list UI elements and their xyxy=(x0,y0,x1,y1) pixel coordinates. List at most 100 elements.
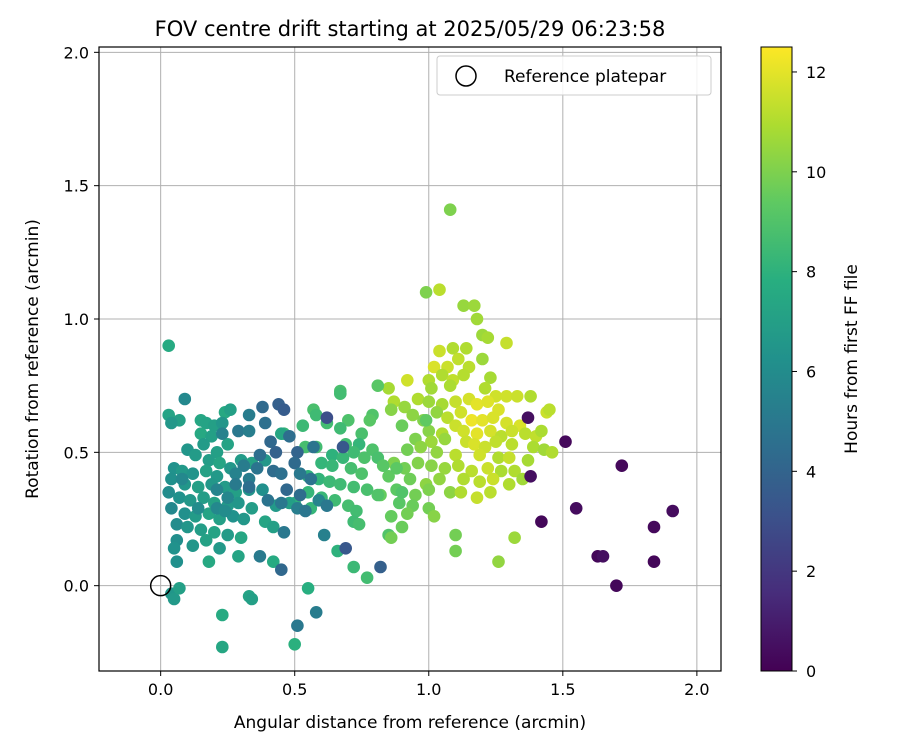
data-point xyxy=(199,534,213,547)
x-tick-label: 2.0 xyxy=(684,680,709,699)
data-point xyxy=(470,427,484,441)
data-point xyxy=(470,398,484,411)
data-point xyxy=(229,478,242,491)
legend-entry-reference: Reference platepar xyxy=(504,67,666,87)
data-point xyxy=(334,478,347,491)
data-point xyxy=(666,504,679,518)
data-point xyxy=(476,414,489,427)
data-point xyxy=(175,472,189,486)
data-point xyxy=(323,475,336,489)
data-point xyxy=(358,451,371,465)
data-point xyxy=(433,472,446,486)
reference-platepar-marker xyxy=(149,574,172,597)
data-point xyxy=(326,459,339,473)
data-point xyxy=(524,470,537,483)
data-point xyxy=(165,472,178,486)
data-point xyxy=(291,446,304,459)
data-point xyxy=(398,400,411,414)
data-point xyxy=(232,424,245,438)
data-point xyxy=(261,494,275,507)
data-point xyxy=(384,403,398,417)
data-point xyxy=(165,502,178,515)
data-point xyxy=(425,435,438,449)
data-point xyxy=(299,504,312,518)
x-tick-label: 0.0 xyxy=(148,680,173,699)
data-point xyxy=(390,462,403,475)
data-point xyxy=(301,582,315,595)
data-point xyxy=(315,456,328,470)
data-point xyxy=(183,494,197,507)
data-point xyxy=(452,459,465,473)
data-point xyxy=(234,531,248,544)
data-point xyxy=(216,608,229,622)
data-point xyxy=(535,515,548,528)
data-point xyxy=(505,424,519,438)
data-point xyxy=(162,339,175,353)
data-point xyxy=(224,403,237,417)
data-point xyxy=(430,446,444,459)
data-point xyxy=(484,371,497,385)
data-point xyxy=(167,542,181,555)
data-point xyxy=(275,496,288,510)
data-point xyxy=(275,563,288,576)
data-point xyxy=(267,555,280,568)
data-point xyxy=(543,403,556,417)
data-point xyxy=(202,555,216,568)
data-point xyxy=(350,504,363,518)
data-point xyxy=(452,352,465,366)
data-point xyxy=(242,424,256,438)
grid-lines xyxy=(99,47,721,671)
data-point xyxy=(245,592,259,606)
data-point xyxy=(535,424,548,438)
legend: Reference platepar xyxy=(436,55,712,96)
data-point xyxy=(492,555,505,568)
data-point xyxy=(293,467,307,481)
data-point xyxy=(502,478,516,491)
data-point xyxy=(395,419,409,433)
data-point xyxy=(481,462,495,475)
data-point xyxy=(401,443,414,457)
legend-box xyxy=(436,55,712,96)
data-point xyxy=(545,446,559,459)
data-point xyxy=(449,448,462,462)
data-point xyxy=(486,411,500,425)
data-point xyxy=(438,462,452,475)
data-point xyxy=(336,451,350,465)
data-point xyxy=(317,528,331,542)
x-tick-label: 1.5 xyxy=(550,680,575,699)
data-point xyxy=(218,504,232,518)
data-point xyxy=(210,446,224,459)
data-point xyxy=(221,491,234,505)
data-point xyxy=(336,440,350,454)
data-point xyxy=(283,430,296,443)
data-point xyxy=(213,456,226,470)
data-point xyxy=(476,352,489,366)
data-point xyxy=(199,464,213,478)
data-point xyxy=(401,374,414,387)
data-point xyxy=(374,560,387,574)
colorbar-tick-label: 8 xyxy=(806,263,816,282)
legend-marker-reference xyxy=(455,65,477,87)
data-point xyxy=(433,283,446,297)
data-point xyxy=(449,395,462,409)
data-point xyxy=(401,507,414,520)
data-point xyxy=(457,472,470,486)
data-point xyxy=(216,416,229,430)
data-point xyxy=(277,526,291,539)
data-point xyxy=(304,472,318,486)
colorbar-tick-label: 0 xyxy=(806,662,816,681)
data-point xyxy=(309,606,323,619)
data-point xyxy=(277,403,291,417)
data-point xyxy=(347,480,361,494)
data-point xyxy=(267,520,280,534)
data-point xyxy=(355,467,369,481)
colorbar xyxy=(760,46,793,672)
data-point xyxy=(443,203,457,216)
data-point xyxy=(242,480,256,494)
data-point xyxy=(500,336,513,350)
data-point xyxy=(403,472,417,486)
data-point xyxy=(232,496,245,510)
data-point xyxy=(229,467,242,481)
reference-point-marker xyxy=(149,574,172,597)
